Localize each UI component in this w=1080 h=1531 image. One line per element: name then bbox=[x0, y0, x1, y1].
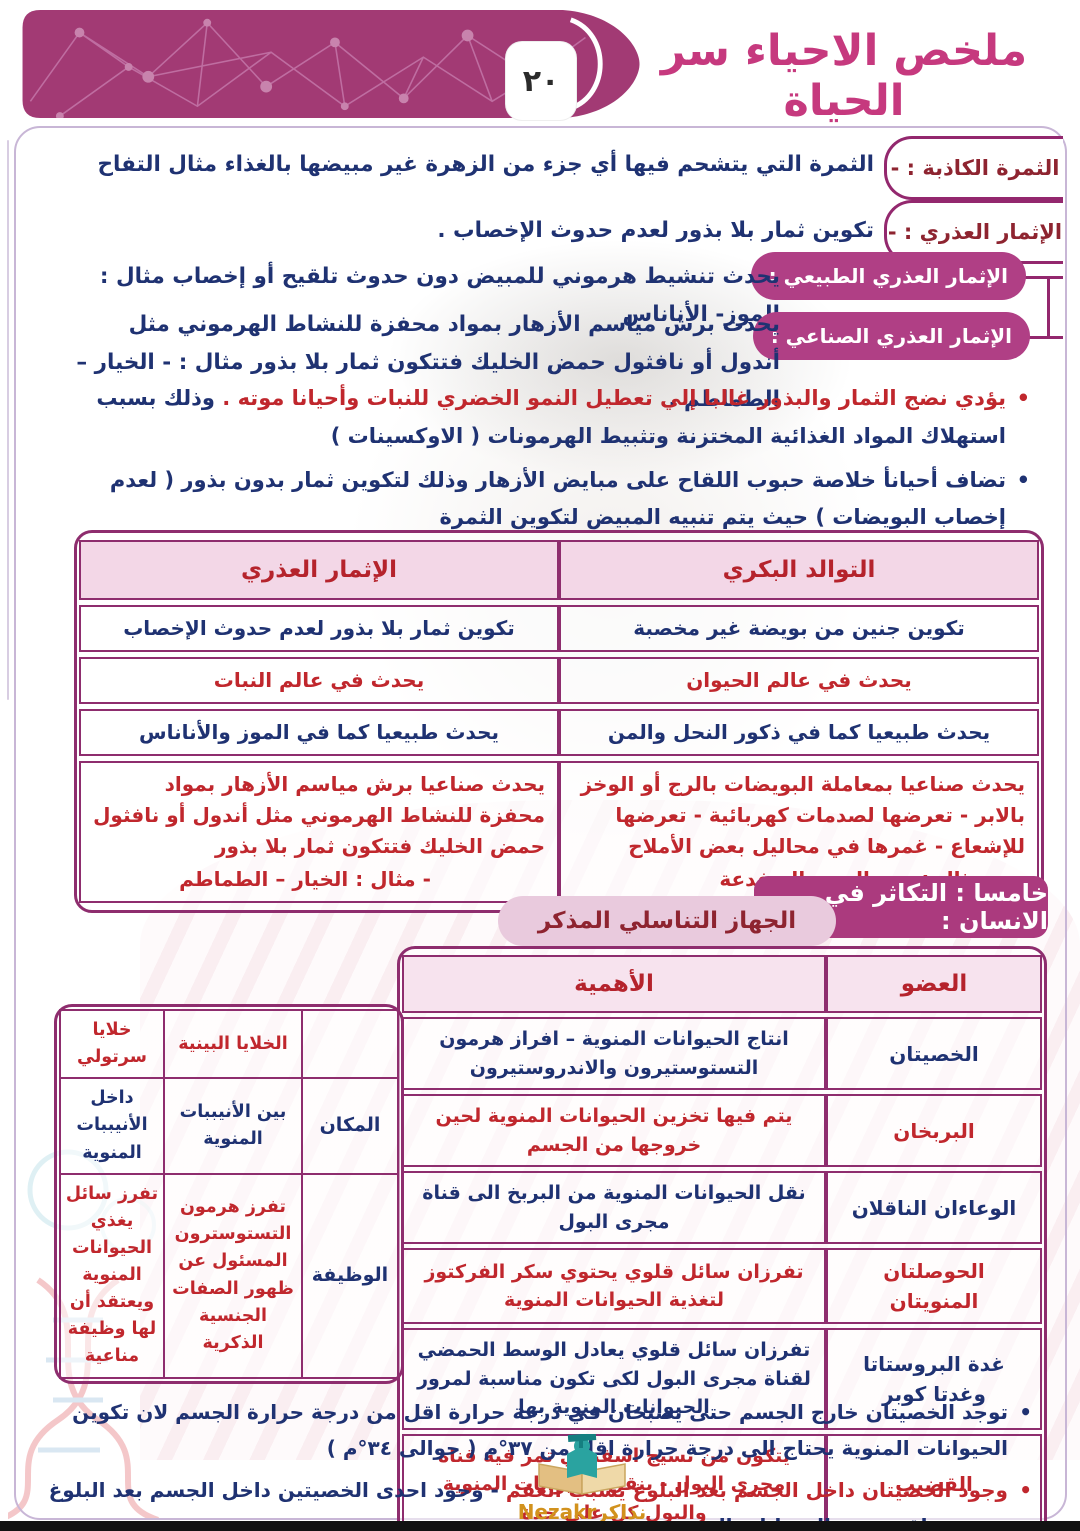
table-row: يحدث طبيعيا كما في ذكور النحل والمن يحدث… bbox=[79, 709, 1039, 756]
bullet-icon: • bbox=[1016, 386, 1030, 410]
note-blue-text: وذلك بسبب استهلاك المواد الغذائية المختز… bbox=[96, 386, 1006, 448]
importance-cell: نقل الحيوانات المنوية من البربخ الى قناة… bbox=[402, 1171, 826, 1244]
table-row: الوعاءان الناقلان نقل الحيوانات المنوية … bbox=[402, 1171, 1042, 1244]
note-ripening: • يؤدي نضج الثمار والبذور غالبا إلي تعطي… bbox=[46, 380, 1030, 456]
location-interstitial-cell: بين الأنيببات المنوية bbox=[163, 1077, 303, 1175]
table-row-function: الوظيفة تفرز هرمون التستوسترون المسئول ع… bbox=[59, 1172, 399, 1379]
organ-cell: القضيب bbox=[826, 1433, 1042, 1531]
definition-term-false-fruit: الثمرة الكاذبة : - bbox=[884, 136, 1063, 200]
importance-cell: يتم فيها تخزين الحيوانات المنوية لحين خر… bbox=[402, 1094, 826, 1167]
bullet-icon: • bbox=[1019, 1478, 1032, 1502]
page-curl-line bbox=[7, 140, 9, 700]
table-cell: يحدث في عالم الحيوان bbox=[559, 657, 1039, 704]
cells-table: الخلايا البينية خلايا سرتولي المكان بين … bbox=[54, 1004, 404, 1384]
pill-connector bbox=[1047, 278, 1050, 338]
definition-text-artificial-parthenocarpy: يحدث برش مياسم الأزهار بمواد محفزة للنشا… bbox=[76, 312, 780, 413]
page-number: ٢٠ bbox=[522, 63, 560, 99]
note-pollen-extract: • تضاف أحيانأ خلاصة حبوب اللقاح على مباي… bbox=[46, 462, 1030, 538]
table-header-row: العضو الأهمية bbox=[402, 955, 1042, 1013]
watermark: نذاكرNezakr bbox=[490, 1433, 674, 1528]
cell-text: يحدث صناعيا بمعاملة البويضات بالرج أو ال… bbox=[580, 772, 1025, 858]
note-testes-temperature: • توجد الخصيتان خارج الجسم حتى يصبحان في… bbox=[42, 1394, 1032, 1466]
definition-text-false-fruit: الثمرة التي يتشحم فيها أي جزء من الزهرة … bbox=[97, 152, 874, 177]
bullet-icon: • bbox=[1019, 1400, 1032, 1424]
row-label-location: المكان bbox=[301, 1077, 399, 1175]
header-cell-interstitial: الخلايا البينية bbox=[163, 1008, 303, 1080]
table-row: الحوصلتان المنويتان تفرزان سائل قلوي يحت… bbox=[402, 1248, 1042, 1324]
corner-cell bbox=[301, 1008, 399, 1080]
table-header-row: الخلايا البينية خلايا سرتولي bbox=[59, 1008, 399, 1080]
watermark-logo-book-icon bbox=[538, 1433, 626, 1495]
organs-table: العضو الأهمية الخصيتان انتاج الحيوانات ا… bbox=[397, 946, 1047, 1531]
table-cell: تكوين ثمار بلا بذور لعدم حدوث الإخصاب bbox=[79, 605, 559, 652]
watermark-text-en: Nezakr bbox=[517, 1500, 597, 1524]
cell-text: يحدث صناعيا برش مياسم الأزهار بمواد محفز… bbox=[93, 772, 545, 858]
table-row: البربخان يتم فيها تخزين الحيوانات المنوي… bbox=[402, 1094, 1042, 1167]
organ-cell: غدة البروستاتا وغدتا كوبر bbox=[826, 1328, 1042, 1430]
table-cell: يحدث طبيعيا كما في الموز والأناناس bbox=[79, 709, 559, 756]
comparison-table: التوالد البكري الإثمار العذري تكوين جنين… bbox=[74, 530, 1044, 913]
table-cell: يحدث في عالم النبات bbox=[79, 657, 559, 704]
note-blue-text: توجد الخصيتان خارج الجسم حتى يصبحان في د… bbox=[72, 1400, 1008, 1460]
table-cell: يحدث طبيعيا كما في ذكور النحل والمن bbox=[559, 709, 1039, 756]
page-title: ملخص الاحياء سر الحياة bbox=[660, 26, 1028, 126]
importance-cell: تفرزان سائل قلوي يعادل الوسط الحمضي لقنا… bbox=[402, 1328, 826, 1430]
function-sertoli-cell: تفرز سائل يغذي الحيوانات المنوية ويعتقد … bbox=[59, 1172, 165, 1379]
organ-cell: الخصيتان bbox=[826, 1017, 1042, 1090]
bottom-bar bbox=[0, 1521, 1080, 1531]
header-cell-importance: الأهمية bbox=[402, 955, 826, 1013]
section-subtitle-pill: الجهاز التناسلي المذكر bbox=[498, 896, 836, 946]
definition-term-natural-parthenocarpy: الإثمار العذري الطبيعي : bbox=[750, 252, 1026, 300]
organ-cell: البربخان bbox=[826, 1094, 1042, 1167]
header-cell-parthenocarpy: الإثمار العذري bbox=[79, 540, 559, 600]
table-row: غدة البروستاتا وغدتا كوبر تفرزان سائل قل… bbox=[402, 1328, 1042, 1430]
table-cell: تكوين جنين من بويضة غير مخصبة bbox=[559, 605, 1039, 652]
note-red-text: يؤدي نضج الثمار والبذور غالبا إلي تعطيل … bbox=[222, 386, 1006, 410]
table-row: تكوين جنين من بويضة غير مخصبة تكوين ثمار… bbox=[79, 605, 1039, 652]
note-blue-text: تضاف أحيانأ خلاصة حبوب اللقاح على مبايض … bbox=[109, 467, 1006, 530]
organ-cell: الحوصلتان المنويتان bbox=[826, 1248, 1042, 1324]
cell-example: - مثال : الخيار – الطماطم bbox=[179, 867, 431, 891]
importance-cell: انتاج الحيوانات المنوية – افراز هرمون ال… bbox=[402, 1017, 826, 1090]
header-cell-parthenogenesis: التوالد البكري bbox=[559, 540, 1039, 600]
term-label: الإثمار العذري الطبيعي : bbox=[768, 264, 1008, 288]
importance-cell: تفرزان سائل قلوي يحتوي سكر الفركتوز لتغذ… bbox=[402, 1248, 826, 1324]
row-label-function: الوظيفة bbox=[301, 1172, 399, 1379]
table-cell: يحدث صناعيا برش مياسم الأزهار بمواد محفز… bbox=[79, 761, 559, 903]
pill-connector bbox=[1023, 276, 1063, 279]
table-header-row: التوالد البكري الإثمار العذري bbox=[79, 540, 1039, 600]
organ-cell: الوعاءان الناقلان bbox=[826, 1171, 1042, 1244]
table-row: يحدث في عالم الحيوان يحدث في عالم النبات bbox=[79, 657, 1039, 704]
term-label: الإثمار العذري : - bbox=[887, 220, 1063, 244]
definition-text-parthenocarpy: تكوين ثمار بلا بذور لعدم حدوث الإخصاب . bbox=[437, 218, 874, 243]
term-label: الإثمار العذري الصناعي : bbox=[770, 324, 1012, 348]
definition-term-artificial-parthenocarpy: الإثمار العذري الصناعي : bbox=[752, 312, 1030, 360]
term-label: الثمرة الكاذبة : - bbox=[890, 156, 1060, 180]
location-sertoli-cell: داخل الأنيببات المنوية bbox=[59, 1077, 165, 1175]
pill-connector bbox=[1027, 336, 1063, 339]
header-cell-organ: العضو bbox=[826, 955, 1042, 1013]
header-banner bbox=[22, 9, 640, 119]
header-cell-sertoli: خلايا سرتولي bbox=[59, 1008, 165, 1080]
function-interstitial-cell: تفرز هرمون التستوسترون المسئول عن ظهور ا… bbox=[163, 1172, 303, 1379]
watermark-text-ar: نذاكر bbox=[596, 1500, 647, 1524]
bullet-icon: • bbox=[1016, 467, 1030, 492]
definition-text-natural-parthenocarpy: يحدث تنشيط هرموني للمبيض دون حدوث تلقيح … bbox=[99, 264, 780, 327]
table-row-location: المكان بين الأنيببات المنوية داخل الأنيب… bbox=[59, 1077, 399, 1175]
table-row: يحدث صناعيا بمعاملة البويضات بالرج أو ال… bbox=[79, 761, 1039, 903]
notes-list: • يؤدي نضج الثمار والبذور غالبا إلي تعطي… bbox=[46, 380, 1030, 543]
banner-arc bbox=[569, 17, 603, 111]
page-number-badge: ٢٠ bbox=[506, 42, 576, 120]
table-row: الخصيتان انتاج الحيوانات المنوية – افراز… bbox=[402, 1017, 1042, 1090]
